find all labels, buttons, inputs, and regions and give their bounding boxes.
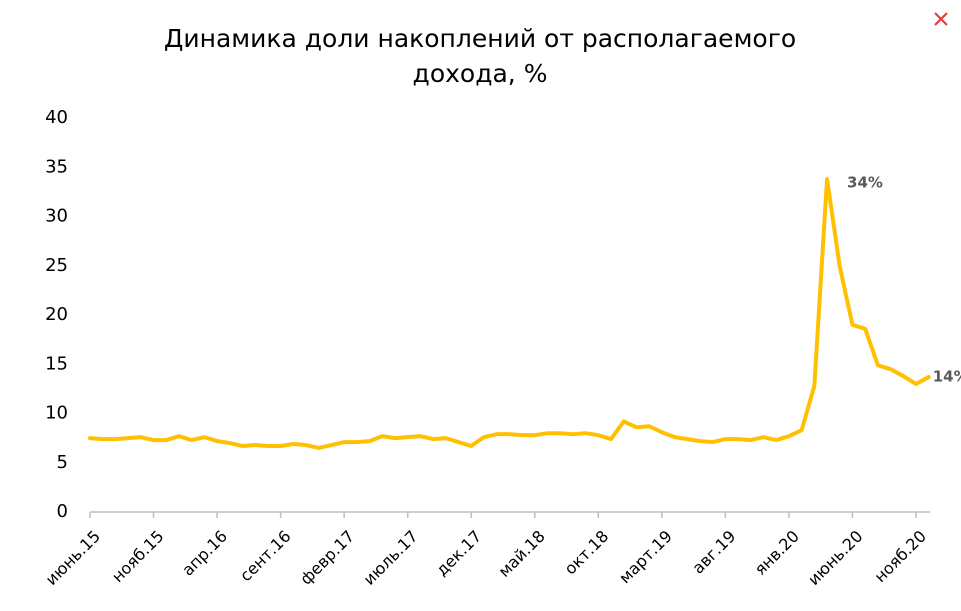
x-tick-label: апр.16 [178,527,231,580]
y-tick-label: 0 [57,501,68,522]
x-tick-label: нояб.15 [108,527,168,587]
chart-title: Динамика доли накоплений от располагаемо… [164,24,796,53]
x-tick-label: июнь.15 [42,527,104,589]
x-tick-label: июнь.20 [804,527,866,589]
x-tick-label: май.18 [495,527,549,581]
x-tick-label: март.19 [615,527,676,588]
y-tick-label: 35 [45,156,68,177]
y-tick-label: 30 [45,206,68,227]
y-tick-label: 15 [45,353,68,374]
x-tick-label: нояб.20 [870,527,930,587]
line [88,177,931,450]
y-tick-label: 20 [45,304,68,325]
data-label: 14% [933,368,961,386]
y-tick-label: 25 [45,255,68,276]
close-icon[interactable] [934,12,948,26]
x-tick-label: авг.19 [688,527,739,578]
y-tick-label: 5 [57,452,68,473]
y-tick-label: 40 [45,107,68,128]
x-tick-label: янв.20 [751,527,803,579]
chart-title: дохода, % [413,59,548,88]
x-tick-label: окт.18 [561,527,613,579]
y-tick-label: 10 [45,403,68,424]
data-label: 34% [847,174,883,192]
x-tick-label: дек.17 [432,527,485,580]
x-tick-label: сент.16 [236,527,295,586]
x-tick-label: июль.17 [359,527,421,589]
x-tick-label: февр.17 [296,527,358,589]
